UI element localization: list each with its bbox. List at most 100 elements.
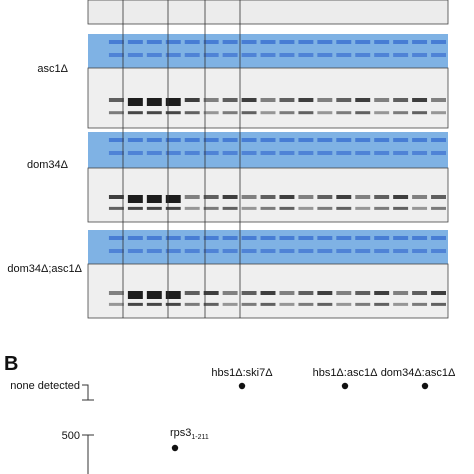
band (146, 53, 162, 57)
band (412, 249, 428, 253)
band (336, 53, 352, 57)
band (336, 249, 352, 253)
band (431, 138, 446, 142)
band (431, 291, 446, 295)
band (412, 151, 428, 155)
band (146, 236, 162, 240)
band (374, 98, 390, 102)
band (260, 206, 276, 210)
band (374, 40, 390, 44)
gel-blue (88, 34, 448, 68)
band (317, 206, 333, 210)
gel-gray (87, 0, 449, 25)
band (260, 195, 276, 199)
band (203, 291, 219, 295)
band (222, 236, 238, 240)
band (146, 111, 162, 115)
band (241, 138, 257, 142)
band (203, 53, 219, 57)
band (222, 138, 238, 142)
band (374, 151, 390, 155)
band (203, 111, 219, 115)
band (108, 98, 124, 102)
band (431, 195, 446, 199)
band (374, 302, 390, 306)
band (165, 195, 181, 203)
band (184, 206, 200, 210)
band (431, 53, 446, 57)
band (222, 53, 238, 57)
band (317, 195, 333, 199)
band (317, 40, 333, 44)
band (355, 40, 371, 44)
band (336, 40, 352, 44)
band (412, 53, 428, 57)
point-label: rps31-211 (170, 427, 209, 441)
band (393, 40, 409, 44)
band (146, 40, 162, 44)
band (108, 53, 124, 57)
point (238, 382, 246, 390)
band (222, 151, 238, 155)
band (241, 302, 257, 306)
band (355, 98, 371, 102)
band (393, 151, 409, 155)
band (222, 291, 238, 295)
band (203, 249, 219, 253)
band (431, 206, 446, 210)
band (393, 206, 409, 210)
point-label: hbs1Δ:asc1Δ (313, 367, 378, 379)
band (241, 195, 257, 199)
band (317, 302, 333, 306)
band (146, 206, 162, 210)
band (203, 98, 219, 102)
band (317, 249, 333, 253)
band (203, 302, 219, 306)
subscript: 1-211 (191, 434, 208, 441)
band (165, 53, 181, 57)
band (241, 53, 257, 57)
band (222, 40, 238, 44)
band (336, 291, 352, 295)
band (260, 291, 276, 295)
band (298, 151, 314, 155)
band (108, 291, 124, 295)
band (108, 111, 124, 115)
band (355, 195, 371, 199)
band (298, 206, 314, 210)
point-label: dom34Δ:asc1Δ (381, 367, 456, 379)
band (279, 206, 295, 210)
band (165, 40, 181, 44)
panel-a (87, 0, 449, 319)
band (127, 206, 143, 210)
band (393, 249, 409, 253)
band (374, 206, 390, 210)
band (431, 236, 446, 240)
band (279, 53, 295, 57)
band (317, 138, 333, 142)
panel-letter: B (4, 353, 18, 375)
axis-label: none detected (10, 380, 80, 392)
band (260, 53, 276, 57)
band (412, 111, 428, 115)
band (127, 111, 143, 115)
band (336, 302, 352, 306)
axis (82, 384, 94, 474)
band (298, 236, 314, 240)
band (279, 111, 295, 115)
band (260, 249, 276, 253)
row-label: dom34Δ (27, 159, 69, 171)
band (393, 291, 409, 295)
band (374, 138, 390, 142)
band (355, 151, 371, 155)
point (341, 382, 349, 390)
band (222, 111, 238, 115)
band (336, 111, 352, 115)
band (298, 249, 314, 253)
row-label: asc1Δ (37, 63, 68, 75)
band (393, 302, 409, 306)
band (203, 138, 219, 142)
band (146, 302, 162, 306)
band (184, 111, 200, 115)
band (184, 40, 200, 44)
